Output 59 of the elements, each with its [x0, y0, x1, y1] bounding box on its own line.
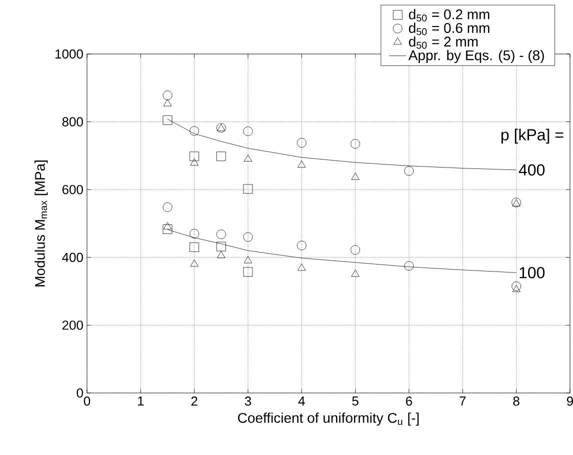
- point: [350, 139, 360, 149]
- point: [162, 224, 172, 234]
- point: [298, 264, 306, 271]
- y-tick-label: 800: [62, 117, 83, 126]
- point: [216, 152, 226, 162]
- point: [351, 270, 360, 277]
- point: [404, 261, 414, 271]
- legend-label: Appr. by Eqs. (5) - (8): [408, 50, 544, 64]
- point: [296, 240, 306, 250]
- point: [243, 232, 253, 242]
- x-tick-label: 4: [298, 396, 305, 406]
- x-tick-label: 8: [513, 396, 520, 406]
- x-tick-label: 2: [191, 396, 198, 406]
- y-axis-title: Modulus M$_{max}$ [MPa]: [34, 160, 48, 286]
- point: [351, 172, 360, 180]
- point: [216, 242, 226, 252]
- point: [244, 154, 252, 162]
- point: [512, 284, 520, 292]
- y-tick-label: 400: [62, 252, 83, 262]
- x-tick-label: 3: [244, 396, 252, 406]
- point: [217, 250, 226, 258]
- legend-label: d$_{50}$ = 0.6 mm: [408, 22, 490, 36]
- point: [162, 115, 172, 125]
- point: [163, 222, 172, 230]
- point: [190, 228, 200, 238]
- point: [298, 160, 306, 168]
- point: [404, 166, 414, 176]
- legend-label: d$_{50}$ = 2 mm: [408, 36, 478, 49]
- x-tick-label: 5: [352, 396, 358, 406]
- x-tick-label: 7: [460, 396, 466, 406]
- y-tick-label: 0: [76, 388, 83, 398]
- point: [350, 245, 360, 255]
- x-tick-label: 6: [406, 396, 412, 406]
- y-tick-label: 1000: [56, 49, 83, 59]
- point: [162, 202, 172, 212]
- point: [243, 267, 253, 277]
- point: [190, 152, 200, 162]
- annotation: 400: [518, 164, 545, 176]
- point: [190, 126, 200, 136]
- annotation: p [kPa] =: [501, 128, 564, 144]
- point: [512, 282, 522, 291]
- point: [190, 259, 198, 267]
- legend-label: d$_{50}$ = 0.2 mm: [408, 9, 490, 22]
- y-tick-label: 600: [62, 184, 83, 194]
- annotation: 100: [520, 266, 545, 278]
- point: [243, 184, 253, 194]
- point: [216, 230, 226, 240]
- y-tick-label: 200: [62, 320, 83, 330]
- point: [296, 138, 306, 148]
- point: [243, 126, 253, 136]
- point: [190, 158, 198, 166]
- x-tick-label: 0: [84, 396, 90, 406]
- x-axis-title: Coefficient of uniformity C$_{u}$ [-]: [238, 412, 419, 426]
- x-tick-label: 9: [566, 396, 573, 406]
- point: [190, 242, 200, 252]
- point: [163, 99, 172, 106]
- x-tick-label: 1: [138, 396, 144, 406]
- point: [162, 90, 172, 100]
- point: [244, 256, 252, 264]
